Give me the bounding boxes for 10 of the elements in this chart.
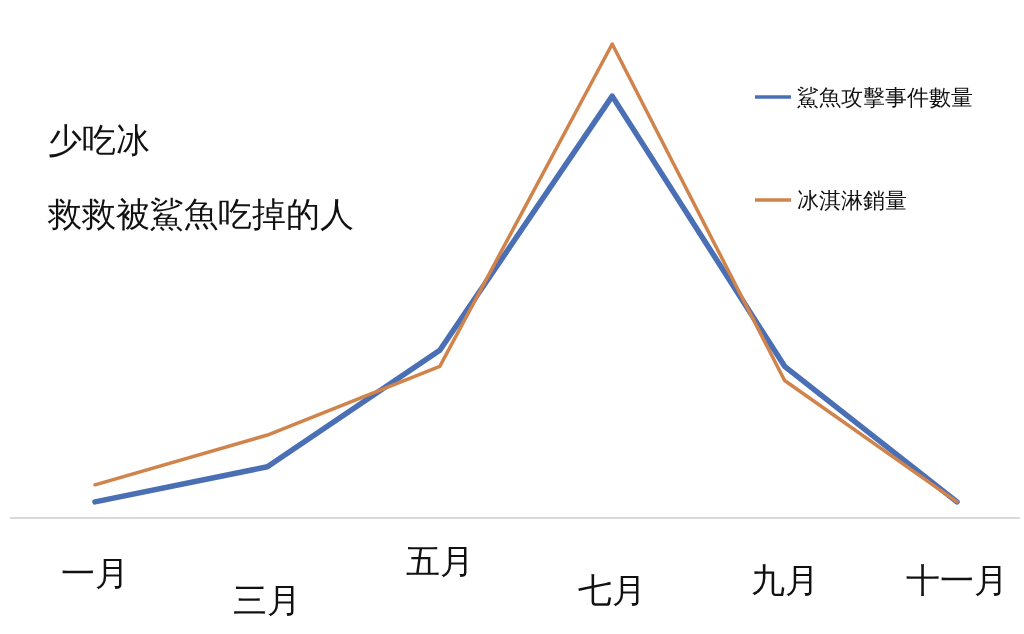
text: 少吃冰 [48,120,150,160]
x-tick-label: 九月 [750,560,819,600]
legend-label: 鯊魚攻擊事件數量 [797,85,973,110]
legend-label: 冰淇淋銷量 [797,188,907,213]
x-tick-label: 十一月 [906,560,1008,600]
x-tick-label: 一月 [61,553,129,593]
x-tick-label: 五月 [405,541,474,581]
x-tick-label: 七月 [578,570,647,610]
text: 救救被鯊魚吃掉的人 [47,194,354,234]
x-tick-label: 三月 [233,580,302,620]
